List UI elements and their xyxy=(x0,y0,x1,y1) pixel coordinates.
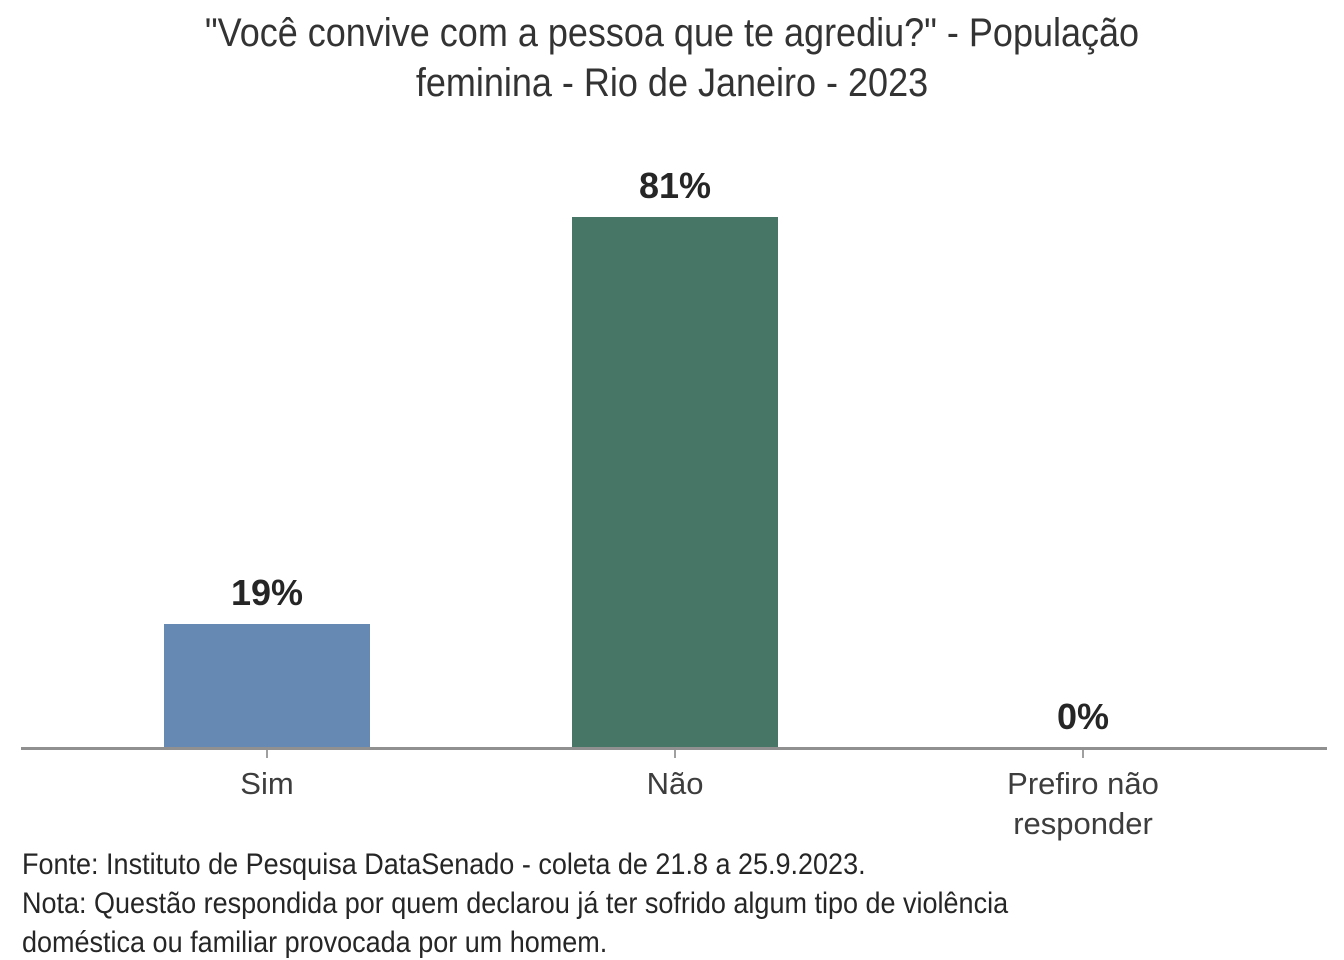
footnote-line-source: Fonte: Instituto de Pesquisa DataSenado … xyxy=(22,848,866,881)
footnote-line-note-2: doméstica ou familiar provocada por um h… xyxy=(22,926,608,959)
bar-value-label: 81% xyxy=(638,165,712,206)
category-label: Sim xyxy=(240,766,294,801)
x-axis-line xyxy=(21,747,1327,750)
footnote: Fonte: Instituto de Pesquisa DataSenado … xyxy=(22,845,1118,960)
bar-nao xyxy=(572,217,778,748)
x-axis-tick xyxy=(266,750,268,758)
bar-group-nao: 81% Não xyxy=(471,93,879,801)
bar-group-prefiro-nao-responder: 0% Prefiro não responder xyxy=(879,93,1287,841)
bar-columns: 19% Sim 81% Não 0% Prefiro não responder xyxy=(63,93,1287,841)
category-label: Prefiro não responder xyxy=(1007,766,1159,841)
bar-value-label: 0% xyxy=(1056,696,1110,737)
x-axis-tick xyxy=(1082,750,1084,758)
category-label: Não xyxy=(646,766,704,801)
chart-title-text: "Você convive com a pessoa que te agredi… xyxy=(204,11,1140,105)
bar-sim xyxy=(164,624,370,748)
x-axis-tick xyxy=(674,750,676,758)
bar-group-sim: 19% Sim xyxy=(63,93,471,801)
bar-value-label: 19% xyxy=(230,572,304,613)
chart-title: "Você convive com a pessoa que te agredi… xyxy=(60,8,1284,108)
footnote-line-note-1: Nota: Questão respondida por quem declar… xyxy=(22,887,1009,920)
plot-area: 19% Sim 81% Não 0% Prefiro não responder xyxy=(63,93,1287,841)
